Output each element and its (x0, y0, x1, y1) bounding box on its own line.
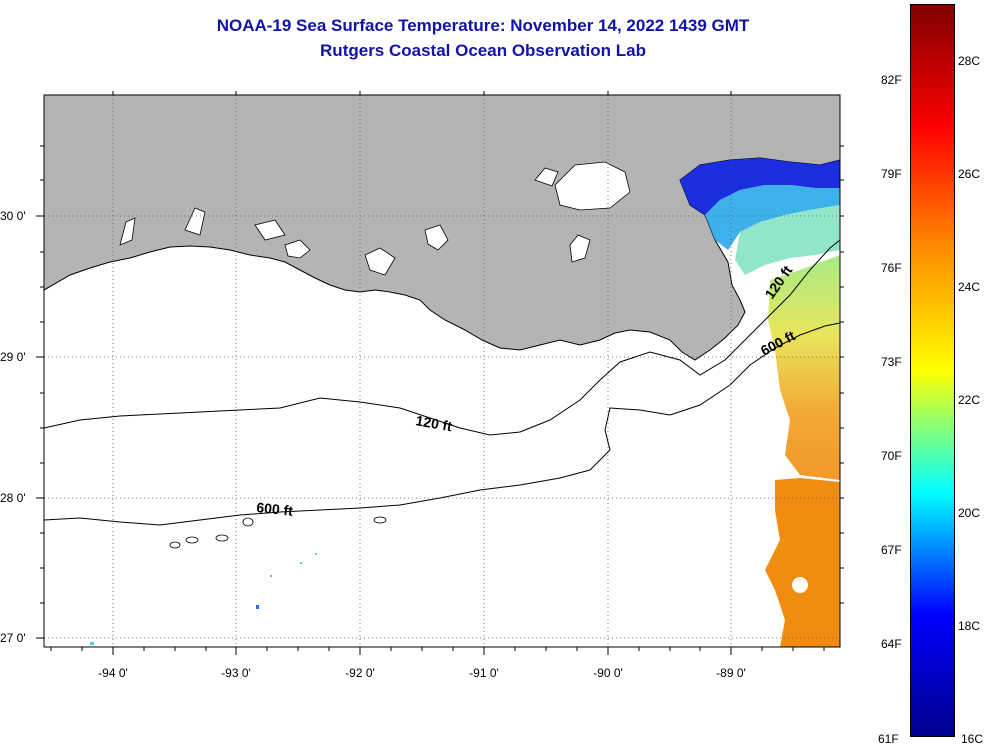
lake (364, 247, 396, 276)
contour-label: 600 ft (256, 499, 294, 519)
colorbar-f-label: 61F (878, 732, 899, 746)
temperature-colorbar (910, 4, 955, 737)
map-subtitle: Rutgers Coastal Ocean Observation Lab (320, 41, 646, 60)
frame-ticks (36, 91, 844, 655)
longitude-label: -89 0' (716, 666, 746, 680)
longitude-label: -93 0' (221, 666, 251, 680)
sst-speck (270, 575, 272, 577)
lake (184, 207, 206, 236)
sst-speck (300, 562, 302, 564)
seafloor-bumps (169, 516, 387, 549)
lat-grid (44, 215, 840, 639)
colorbar-c-label: 20C (958, 506, 981, 520)
lake (569, 234, 591, 263)
lake (554, 161, 631, 211)
longitude-label: -90 0' (593, 666, 623, 680)
colorbar-f-label: 70F (881, 449, 902, 463)
lake (534, 167, 559, 187)
latitude-label: 28 0' (0, 491, 26, 505)
contour-600ft (44, 322, 840, 526)
lon-grid (112, 95, 732, 647)
colorbar-f-label: 82F (881, 73, 902, 87)
lake (284, 239, 311, 259)
latitude-label: 27 0' (0, 631, 26, 645)
sst-mid-patch (735, 205, 840, 275)
sst-speck (315, 553, 317, 555)
map-frame (43, 94, 841, 648)
sst-hot-patch (765, 478, 840, 647)
contour-label: 120 ft (414, 412, 453, 434)
colorbar-f-label: 79F (881, 167, 902, 181)
latitude-label: 29 0' (0, 350, 26, 364)
colorbar-f-label: 67F (881, 543, 902, 557)
lake (119, 217, 136, 246)
lake (424, 224, 449, 251)
colorbar-c-label: 24C (958, 280, 981, 294)
longitude-label: -94 0' (98, 666, 128, 680)
colorbar-c-label: 28C (958, 54, 981, 68)
colorbar-f-label: 76F (881, 261, 902, 275)
colorbar-c-label: 26C (958, 167, 981, 181)
sst-cold-patch (680, 158, 840, 215)
map-title: NOAA-19 Sea Surface Temperature: Novembe… (216, 16, 750, 35)
latitude-label: 30 0' (0, 209, 26, 223)
sst-warm-patch (768, 255, 840, 480)
colorbar-f-label: 64F (881, 637, 902, 651)
sst-speck (90, 642, 94, 645)
lake (254, 219, 286, 241)
colorbar-c-label: 18C (958, 619, 981, 633)
longitude-label: -92 0' (345, 666, 375, 680)
colorbar-f-label: 73F (881, 355, 902, 369)
longitude-label: -91 0' (469, 666, 499, 680)
colorbar-c-label: 16C (961, 732, 984, 746)
sst-cool-patch (705, 185, 840, 250)
colorbar-c-label: 22C (958, 393, 981, 407)
cloud-gap (792, 577, 808, 593)
sst-speck (256, 605, 259, 609)
contour-120ft (44, 239, 840, 436)
